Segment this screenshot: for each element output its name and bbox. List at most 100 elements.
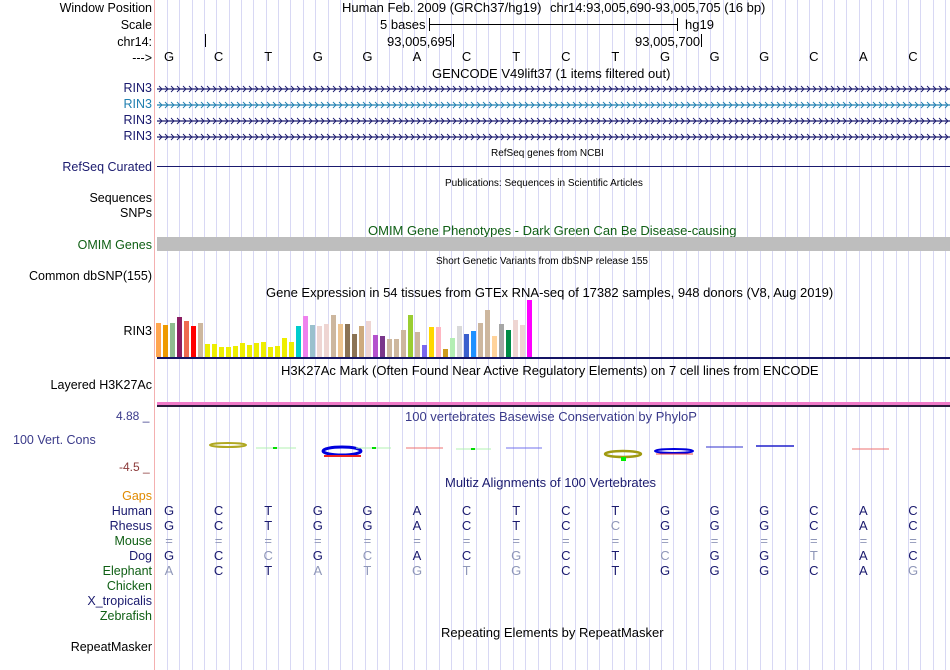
gtex-tissue-bar[interactable] <box>233 346 238 357</box>
position-readout[interactable]: chr14:93,005,690-93,005,705 (16 bp) <box>550 0 766 15</box>
repeatmasker-title[interactable]: Repeating Elements by RepeatMasker <box>441 625 664 640</box>
omim-label[interactable]: OMIM Genes <box>77 238 152 252</box>
gtex-tissue-bar[interactable] <box>177 317 182 357</box>
gencode-track-label[interactable]: RIN3 <box>123 97 152 111</box>
gtex-tissue-bar[interactable] <box>268 347 273 357</box>
gencode-transcript[interactable] <box>157 116 950 126</box>
gtex-tissue-bar[interactable] <box>296 326 301 357</box>
gtex-tissue-bar[interactable] <box>450 338 455 357</box>
gtex-tissue-bar[interactable] <box>191 326 196 357</box>
multiz-species-label[interactable]: Human <box>111 504 152 518</box>
multiz-species-label[interactable]: X_tropicalis <box>87 594 152 608</box>
gtex-tissue-bar[interactable] <box>457 326 462 357</box>
multiz-species-label[interactable]: Dog <box>129 549 152 563</box>
gtex-tissue-bar[interactable] <box>380 336 385 357</box>
multiz-gaps-label[interactable]: Gaps <box>122 489 152 503</box>
gtex-tissue-bar[interactable] <box>282 338 287 357</box>
refseq-gene-line[interactable] <box>157 166 950 167</box>
refseq-label[interactable]: RefSeq Curated <box>62 160 152 174</box>
multiz-species-label[interactable]: Elephant <box>102 564 152 578</box>
gtex-tissue-bar[interactable] <box>408 315 413 357</box>
gtex-tissue-bar[interactable] <box>527 300 532 357</box>
gtex-tissue-bar[interactable] <box>205 344 210 357</box>
gencode-transcript[interactable] <box>157 100 950 110</box>
publications-snps-label[interactable]: SNPs <box>120 206 152 220</box>
gtex-tissue-bar[interactable] <box>443 349 448 357</box>
gtex-tissue-bar[interactable] <box>513 320 518 357</box>
gencode-title[interactable]: GENCODE V49lift37 (1 items filtered out) <box>432 66 671 81</box>
omim-title[interactable]: OMIM Gene Phenotypes - Dark Green Can Be… <box>368 223 737 238</box>
gtex-tissue-bar[interactable] <box>422 345 427 357</box>
strand-arrow-icon <box>662 85 667 93</box>
gtex-tissue-bar[interactable] <box>485 310 490 357</box>
gtex-tissue-bar[interactable] <box>247 345 252 357</box>
gtex-tissue-bar[interactable] <box>492 336 497 357</box>
refseq-title[interactable]: RefSeq genes from NCBI <box>491 148 604 159</box>
dbsnp-title[interactable]: Short Genetic Variants from dbSNP releas… <box>436 256 648 267</box>
gtex-tissue-bar[interactable] <box>478 323 483 357</box>
conservation-label[interactable]: 100 Vert. Cons <box>13 433 96 447</box>
gtex-tissue-bar[interactable] <box>464 334 469 357</box>
gtex-tissue-bar[interactable] <box>184 321 189 357</box>
dbsnp-label[interactable]: Common dbSNP(155) <box>29 269 152 283</box>
multiz-title[interactable]: Multiz Alignments of 100 Vertebrates <box>445 475 657 490</box>
strand-arrow-icon <box>632 85 637 93</box>
multiz-species-label[interactable]: Chicken <box>106 579 152 593</box>
publications-sequences-label[interactable]: Sequences <box>89 191 152 205</box>
h3k27ac-title[interactable]: H3K27Ac Mark (Often Found Near Active Re… <box>281 363 819 378</box>
gtex-tissue-bar[interactable] <box>366 321 371 357</box>
gtex-tissue-bar[interactable] <box>310 325 315 357</box>
gtex-tissue-bar[interactable] <box>352 334 357 357</box>
gtex-tissue-bar[interactable] <box>331 315 336 357</box>
gtex-tissue-bar[interactable] <box>345 324 350 357</box>
gencode-transcript[interactable] <box>157 84 950 94</box>
gtex-title[interactable]: Gene Expression in 54 tissues from GTEx … <box>266 285 834 300</box>
strand-arrow-icon <box>692 85 697 93</box>
gtex-tissue-bar[interactable] <box>499 324 504 357</box>
gtex-tissue-bar[interactable] <box>240 343 245 357</box>
gtex-tissue-bar[interactable] <box>338 324 343 357</box>
gtex-tissue-bar[interactable] <box>275 346 280 357</box>
publications-title[interactable]: Publications: Sequences in Scientific Ar… <box>445 178 643 189</box>
gtex-tissue-bar[interactable] <box>170 323 175 357</box>
gtex-tissue-bar[interactable] <box>317 326 322 357</box>
repeatmasker-label[interactable]: RepeatMasker <box>70 640 152 654</box>
gtex-bar-chart[interactable] <box>156 300 950 357</box>
gtex-tissue-bar[interactable] <box>156 323 161 357</box>
gtex-tissue-bar[interactable] <box>324 324 329 357</box>
gtex-tissue-bar[interactable] <box>289 342 294 357</box>
gtex-tissue-bar[interactable] <box>359 326 364 357</box>
gtex-tissue-bar[interactable] <box>387 339 392 357</box>
gtex-tissue-bar[interactable] <box>163 325 168 357</box>
gencode-transcript[interactable] <box>157 132 950 142</box>
strand-arrow-icon <box>944 133 949 141</box>
gtex-tissue-bar[interactable] <box>226 347 231 357</box>
gencode-track-label[interactable]: RIN3 <box>123 129 152 143</box>
gtex-tissue-bar[interactable] <box>261 342 266 357</box>
gencode-track-label[interactable]: RIN3 <box>123 113 152 127</box>
omim-gene-bar[interactable] <box>157 237 950 251</box>
gtex-tissue-bar[interactable] <box>401 330 406 357</box>
strand-arrow-icon <box>194 117 199 125</box>
gtex-tissue-bar[interactable] <box>415 332 420 357</box>
gtex-tissue-bar[interactable] <box>373 335 378 357</box>
gtex-tissue-bar[interactable] <box>212 344 217 357</box>
reference-base: C <box>461 49 472 64</box>
gtex-tissue-bar[interactable] <box>219 347 224 357</box>
gtex-tissue-bar[interactable] <box>506 330 511 357</box>
gtex-label[interactable]: RIN3 <box>123 324 152 338</box>
gtex-tissue-bar[interactable] <box>471 331 476 357</box>
gtex-tissue-bar[interactable] <box>303 316 308 357</box>
gencode-track-label[interactable]: RIN3 <box>123 81 152 95</box>
gtex-tissue-bar[interactable] <box>436 327 441 357</box>
multiz-species-label[interactable]: Mouse <box>114 534 152 548</box>
conservation-title[interactable]: 100 vertebrates Basewise Conservation by… <box>405 409 697 424</box>
gtex-tissue-bar[interactable] <box>254 343 259 357</box>
gtex-tissue-bar[interactable] <box>394 339 399 357</box>
gtex-tissue-bar[interactable] <box>429 327 434 357</box>
multiz-species-label[interactable]: Zebrafish <box>99 609 152 623</box>
gtex-tissue-bar[interactable] <box>198 323 203 357</box>
multiz-species-label[interactable]: Rhesus <box>109 519 152 533</box>
gtex-tissue-bar[interactable] <box>520 325 525 357</box>
h3k27ac-label[interactable]: Layered H3K27Ac <box>50 378 152 392</box>
